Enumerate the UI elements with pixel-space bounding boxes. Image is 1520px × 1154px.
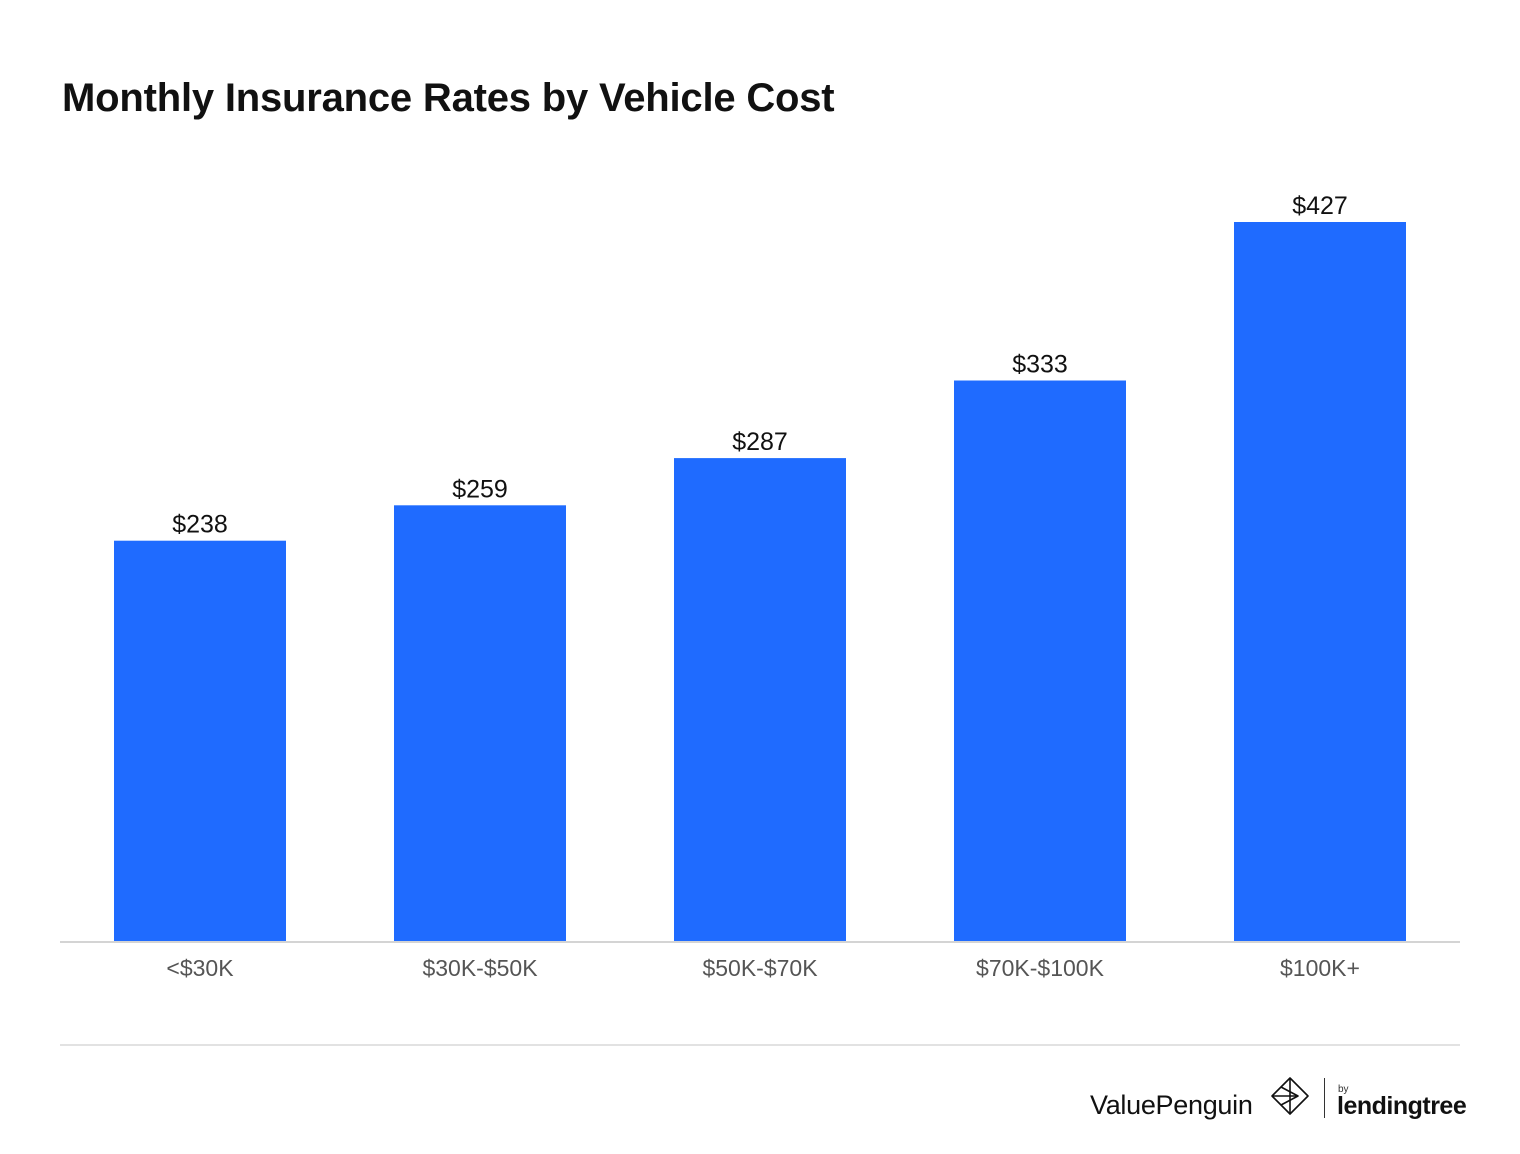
- bar-3: [954, 380, 1126, 942]
- bar-value-label-2: $287: [732, 428, 788, 456]
- x-tick-label-4: $100K+: [1280, 955, 1360, 981]
- branding-by-text: by: [1338, 1084, 1349, 1095]
- footer-divider: [60, 1044, 1460, 1046]
- branding-divider: [1324, 1078, 1325, 1118]
- branding: ValuePenguin by lendingtree: [1088, 1072, 1467, 1124]
- valuepenguin-logo-text: ValuePenguin: [1090, 1090, 1253, 1120]
- bar-value-label-3: $333: [1012, 351, 1068, 379]
- bars-group: [114, 222, 1406, 942]
- bar-value-label-1: $259: [452, 475, 508, 503]
- lendingtree-logo-text: lendingtree: [1337, 1092, 1467, 1120]
- x-tick-label-2: $50K-$70K: [702, 955, 818, 981]
- bar-1: [394, 505, 566, 942]
- data-labels-group: $238 $259 $287 $333 $427: [172, 192, 1348, 539]
- valuepenguin-logo-icon: [1271, 1077, 1309, 1115]
- bar-value-label-4: $427: [1292, 192, 1348, 220]
- bar-0: [114, 540, 286, 942]
- x-tick-label-1: $30K-$50K: [422, 955, 538, 981]
- bar-4: [1234, 222, 1406, 942]
- bar-2: [674, 458, 846, 942]
- x-tick-label-0: <$30K: [166, 955, 234, 981]
- x-tick-label-3: $70K-$100K: [976, 955, 1105, 981]
- x-tick-labels-group: <$30K $30K-$50K $50K-$70K $70K-$100K $100K+: [166, 955, 1360, 981]
- chart-title: Monthly Insurance Rates by Vehicle Cost: [62, 76, 835, 120]
- bar-value-label-0: $238: [172, 511, 228, 539]
